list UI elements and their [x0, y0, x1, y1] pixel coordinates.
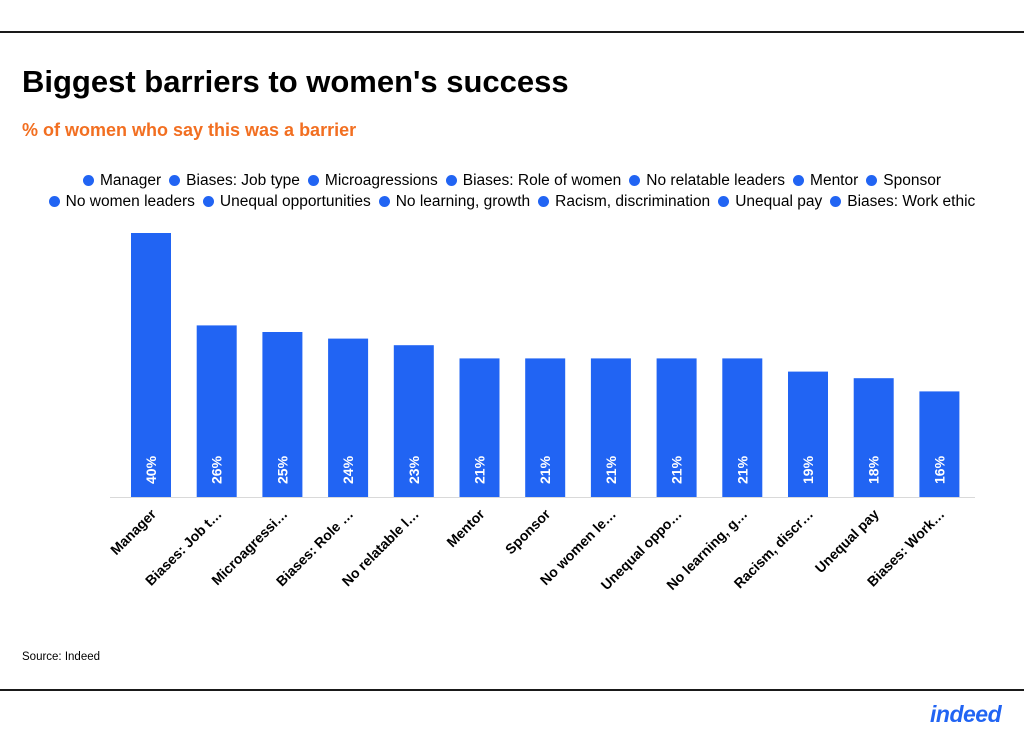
- legend-dot-icon: [82, 175, 94, 186]
- legend-label: Biases: Role of women: [462, 172, 622, 189]
- legend-label: No women leaders: [65, 193, 195, 210]
- bar: [262, 332, 303, 497]
- bar: [196, 325, 237, 497]
- bar: [328, 338, 369, 497]
- legend-label: No relatable leaders: [646, 172, 786, 189]
- legend-item: Unequal pay: [718, 191, 822, 212]
- legend-dot-icon: [866, 175, 878, 186]
- bar: [656, 358, 697, 497]
- legend-dot-icon: [48, 196, 60, 207]
- source-note: Source: Indeed: [22, 651, 101, 663]
- legend-label: Racism, discrimination: [555, 193, 711, 210]
- data-label: 21%: [537, 455, 553, 484]
- legend-dot-icon: [202, 196, 214, 207]
- x-tick-label: Manager: [107, 505, 159, 557]
- data-label: 25%: [274, 455, 290, 484]
- legend-dot-icon: [718, 196, 730, 207]
- bar: [788, 371, 828, 497]
- legend-item: No relatable leaders: [629, 170, 785, 191]
- legend-label: Biases: Job type: [186, 172, 300, 189]
- legend-label: Unequal opportunities: [219, 193, 371, 210]
- data-label: 21%: [669, 455, 685, 484]
- legend-dot-icon: [445, 175, 457, 186]
- bar: [853, 378, 894, 497]
- chart-subtitle: % of women who say this was a barrier: [22, 120, 357, 140]
- data-label: 18%: [866, 455, 882, 484]
- indeed-logo: indeed: [930, 701, 1002, 727]
- data-label: 21%: [734, 455, 750, 484]
- data-label: 21%: [603, 455, 619, 484]
- data-label: 23%: [406, 455, 422, 484]
- legend-item: Biases: Work ethic: [830, 191, 975, 212]
- chart-legend: Manager Biases: Job type Microagressions Bi…: [40, 170, 984, 212]
- x-tick-label: Unequal pay: [812, 506, 882, 576]
- bar: [393, 345, 434, 497]
- legend-dot-icon: [629, 175, 641, 186]
- legend-item: Mentor: [793, 170, 858, 191]
- data-label: 16%: [931, 455, 947, 484]
- legend-label: Manager: [99, 172, 162, 189]
- x-tick-label: Mentor: [443, 505, 488, 550]
- chart-title: Biggest barriers to women's success: [22, 64, 569, 99]
- legend-label: Mentor: [810, 172, 859, 189]
- bar: [131, 233, 171, 497]
- legend-item: Sponsor: [866, 170, 941, 191]
- bar: [919, 391, 960, 497]
- legend-label: Sponsor: [883, 172, 942, 189]
- legend-item: Biases: Role of women: [445, 170, 622, 191]
- legend-dot-icon: [378, 196, 390, 207]
- data-label: 26%: [209, 455, 225, 484]
- top-rule: [0, 31, 1024, 33]
- legend-item: No learning, growth: [378, 191, 531, 212]
- bar: [590, 358, 631, 497]
- data-label: 24%: [340, 455, 356, 484]
- legend-dot-icon: [793, 175, 805, 186]
- legend-item: Racism, discrimination: [538, 191, 710, 212]
- data-label: 40%: [143, 455, 159, 484]
- legend-label: No learning, growth: [395, 193, 531, 210]
- legend-dot-icon: [307, 175, 319, 186]
- data-label: 19%: [800, 455, 816, 484]
- legend-item: Microagressions: [307, 170, 438, 191]
- data-label: 21%: [472, 455, 488, 484]
- legend-label: Biases: Work ethic: [847, 193, 976, 210]
- legend-label: Unequal pay: [735, 193, 823, 210]
- bar: [722, 358, 763, 497]
- legend-item: Biases: Job type: [169, 170, 300, 191]
- legend-dot-icon: [538, 196, 550, 207]
- legend-item: No women leaders: [48, 191, 195, 212]
- legend-label: Microagressions: [324, 172, 438, 189]
- bar: [525, 358, 566, 497]
- legend-item: Manager: [82, 170, 162, 191]
- bar: [459, 358, 500, 497]
- legend-dot-icon: [169, 175, 181, 186]
- bottom-rule: [0, 689, 1024, 691]
- x-tick-label: Sponsor: [502, 505, 554, 557]
- legend-dot-icon: [830, 196, 842, 207]
- legend-item: Unequal opportunities: [202, 191, 371, 212]
